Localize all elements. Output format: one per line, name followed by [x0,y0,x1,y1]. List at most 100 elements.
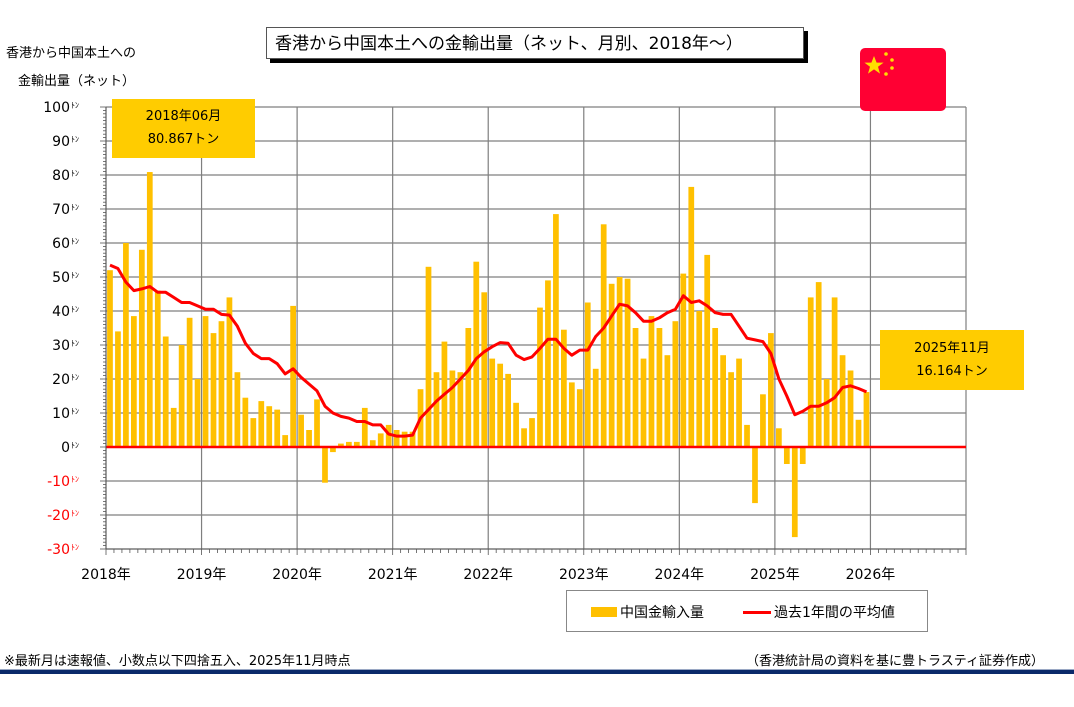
bar [146,172,153,448]
bar [162,336,169,447]
y-axis-title-line2: 金輸出量（ネット） [18,74,136,89]
bar [744,424,750,447]
bar [576,389,583,447]
bar [274,409,281,447]
y-tick-unit: ﾄﾝ [71,237,79,246]
x-tick-label: 2026年 [846,567,896,583]
bar [608,283,615,447]
x-tick-label: 2023年 [559,567,609,583]
bar [449,370,456,447]
bar [353,441,360,447]
x-tick-label: 2024年 [655,567,705,583]
bar [290,305,296,447]
y-tick-unit: ﾄﾝ [71,373,79,382]
bar [242,397,249,447]
bar [696,311,703,447]
flag-small-star [890,66,894,70]
bar [783,447,790,464]
callout-latest: 2025年11月 16.164トン [880,330,1024,390]
bar [584,302,591,447]
bar [847,370,854,447]
bar [529,418,535,447]
y-tick-unit: ﾄﾝ [71,169,79,178]
bar [632,328,639,447]
bar [752,447,758,504]
source-note: （香港統計局の資料を基に豊トラスティ証券作成） [746,654,1044,669]
bar [226,297,233,447]
bar [592,368,599,447]
flag-small-star [884,72,888,76]
bar [561,329,567,447]
y-tick-label: 80 [52,168,70,184]
bar [600,224,607,447]
bar [760,394,766,447]
footer-rule [0,669,1074,674]
bar [282,435,289,447]
bar [338,443,344,447]
y-tick-label: 10 [52,406,70,422]
bar [170,407,177,447]
bar [457,372,464,447]
x-tick-label: 2021年 [368,567,418,583]
bar [568,382,575,447]
bar [473,261,480,447]
y-tick-label: 40 [52,304,70,320]
x-tick-label: 2022年 [463,567,513,583]
legend-item-line: 過去1年間の平均値 [743,602,895,622]
bar [393,430,400,447]
y-tick-unit: ﾄﾝ [71,441,79,450]
bar [616,277,623,447]
y-tick-unit: ﾄﾝ [71,407,79,416]
bar [401,431,408,447]
bar [839,355,846,447]
bar [298,414,304,447]
x-tick-label: 2025年 [750,567,800,583]
bar [855,419,862,447]
y-tick-unit: ﾄﾝ [71,101,79,110]
bar [385,424,392,447]
bar [497,363,504,447]
bar [521,428,527,447]
bar [481,292,488,447]
bar [799,447,806,464]
y-tick-label: 90 [52,134,70,150]
bar [505,373,511,447]
bar [807,297,814,447]
y-tick-unit: ﾄﾝ [71,203,79,212]
bar [712,328,719,447]
bar [537,307,543,447]
bar [107,270,113,447]
bar [306,430,312,447]
bar [465,328,472,447]
callout-latest-value: 16.164トン [916,364,988,379]
bar [863,392,870,447]
y-tick-unit: ﾄﾝ [71,135,79,144]
legend-bar-label: 中国金輸入量 [620,605,704,621]
bar [624,278,631,447]
bar [513,402,519,447]
bar [672,321,679,447]
bar [314,399,320,447]
bar [664,355,671,447]
bar [489,358,496,447]
callout-peak-date: 2018年06月 [145,109,222,124]
y-tick-unit: ﾄﾝ [71,305,79,314]
bar [433,372,440,447]
legend-item-bar: 中国金輸入量 [591,602,704,622]
bar [823,379,830,447]
bar [425,266,432,447]
x-tick-labels: 2018年 2019年 2020年 2021年 2022年 2023年 2024年 2025年… [81,567,895,583]
bar [688,186,695,447]
bar [720,355,726,447]
y-axis-title-line1: 香港から中国本土への [6,46,137,61]
bar [330,447,336,453]
x-tick-label: 2020年 [272,567,322,583]
bar [186,317,193,447]
y-tick-label: 70 [52,202,70,218]
average-line [109,263,868,438]
flag-small-star [890,58,894,62]
y-tick-label: 60 [52,236,70,252]
y-tick-label: 0 [61,440,70,456]
y-tick-label: -10 [47,474,70,490]
